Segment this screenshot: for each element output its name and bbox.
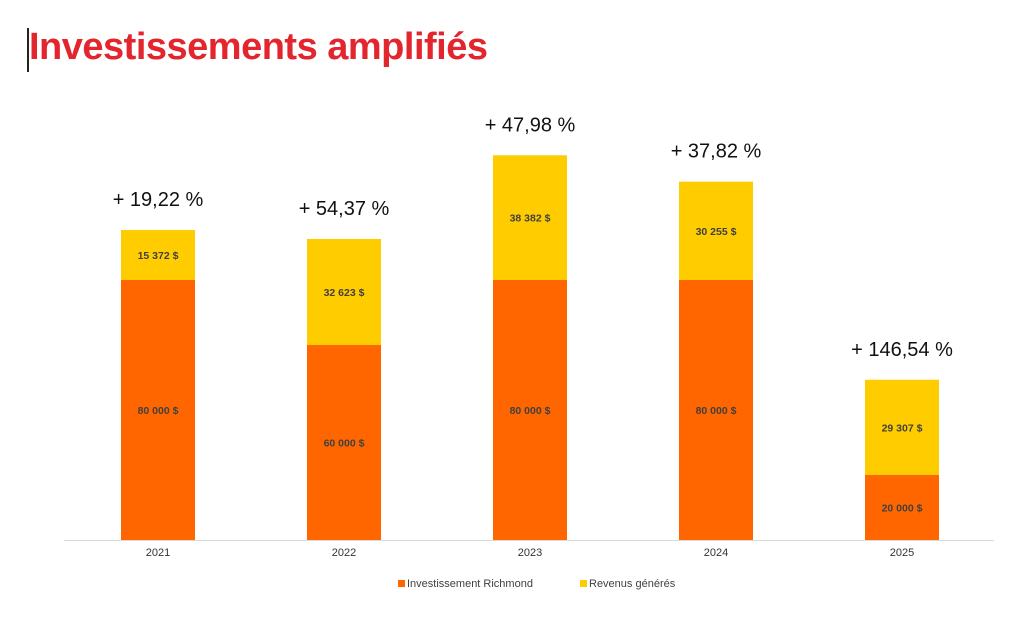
- growth-label-2023: + 47,98 %: [485, 114, 576, 136]
- label-revenue-2023: 38 382 $: [510, 213, 551, 225]
- bar-investment-2025: [865, 475, 939, 540]
- page-title: Investissements amplifiés: [29, 26, 488, 68]
- legend-label-investment: Investissement Richmond: [407, 578, 533, 590]
- label-investment-2022: 60 000 $: [324, 438, 365, 450]
- label-investment-2021: 80 000 $: [138, 405, 179, 417]
- label-investment-2025: 20 000 $: [882, 503, 923, 515]
- x-tick-2021: 2021: [146, 547, 170, 559]
- bar-investment-2021: [121, 280, 195, 540]
- label-revenue-2021: 15 372 $: [138, 250, 179, 262]
- label-investment-2023: 80 000 $: [510, 405, 551, 417]
- bar-investment-2022: [307, 345, 381, 540]
- x-tick-2025: 2025: [890, 547, 914, 559]
- growth-label-2024: + 37,82 %: [671, 141, 762, 163]
- legend-label-revenue: Revenus générés: [589, 578, 676, 590]
- label-revenue-2022: 32 623 $: [324, 287, 365, 299]
- label-investment-2024: 80 000 $: [696, 405, 737, 417]
- x-tick-2023: 2023: [518, 547, 542, 559]
- bar-revenue-2021: [121, 230, 195, 280]
- bar-revenue-2023: [493, 155, 567, 280]
- label-revenue-2025: 29 307 $: [882, 422, 923, 434]
- growth-label-2025: + 146,54 %: [851, 339, 953, 361]
- growth-label-2021: + 19,22 %: [113, 189, 204, 211]
- x-tick-2024: 2024: [704, 547, 728, 559]
- legend-swatch-investment: [398, 580, 405, 587]
- bar-revenue-2024: [679, 181, 753, 280]
- bar-investment-2023: [493, 280, 567, 540]
- legend-swatch-revenue: [580, 580, 587, 587]
- title-cursor-bar: [27, 28, 29, 72]
- bar-investment-2024: [679, 280, 753, 540]
- x-tick-2022: 2022: [332, 547, 356, 559]
- growth-label-2022: + 54,37 %: [299, 198, 390, 220]
- bar-revenue-2025: [865, 379, 939, 475]
- label-revenue-2024: 30 255 $: [696, 226, 737, 238]
- bar-revenue-2022: [307, 238, 381, 345]
